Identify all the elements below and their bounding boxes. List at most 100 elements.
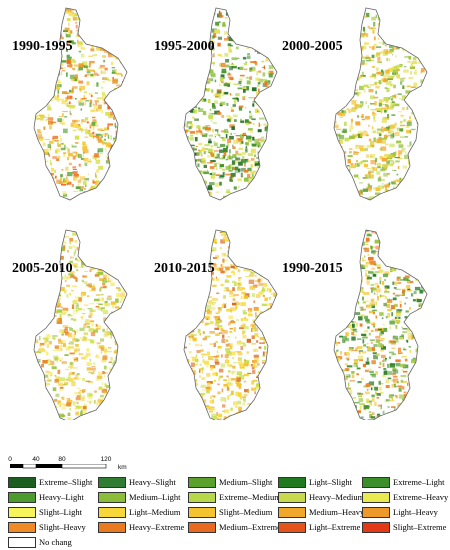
raster-cell xyxy=(189,338,191,341)
raster-cell xyxy=(110,335,112,339)
raster-cell xyxy=(264,89,268,94)
raster-cell xyxy=(406,26,410,31)
raster-cell xyxy=(31,418,33,419)
raster-cell xyxy=(424,393,427,398)
raster-cell xyxy=(118,186,124,190)
raster-cell xyxy=(247,40,252,44)
raster-cell xyxy=(388,160,394,162)
raster-cell xyxy=(258,278,263,282)
raster-cell xyxy=(421,68,425,73)
raster-cell xyxy=(119,415,123,418)
raster-cell xyxy=(350,79,356,82)
raster-cell xyxy=(420,28,424,33)
raster-cell xyxy=(241,151,246,156)
raster-cell xyxy=(263,341,268,343)
raster-cell xyxy=(334,120,337,124)
raster-cell xyxy=(335,175,338,177)
raster-cell xyxy=(371,304,375,309)
raster-cell xyxy=(334,131,335,136)
raster-cell xyxy=(120,164,123,166)
raster-cell xyxy=(190,407,194,409)
raster-cell xyxy=(40,187,43,192)
raster-cell xyxy=(244,196,246,200)
raster-cell xyxy=(395,55,397,58)
raster-cell xyxy=(55,175,57,179)
raster-cell xyxy=(353,33,358,36)
raster-cell xyxy=(38,97,41,100)
raster-cell xyxy=(96,325,102,328)
raster-cell xyxy=(237,153,242,156)
raster-cell xyxy=(34,321,36,325)
raster-cell xyxy=(267,273,271,278)
raster-cell xyxy=(395,362,401,367)
raster-cell xyxy=(334,91,337,93)
raster-cell xyxy=(375,335,381,339)
raster-cell xyxy=(248,314,252,316)
raster-cell xyxy=(423,115,427,118)
raster-cell xyxy=(44,282,50,284)
raster-cell xyxy=(104,375,106,377)
raster-cell xyxy=(391,9,396,14)
raster-cell xyxy=(250,158,255,161)
raster-cell xyxy=(123,286,127,289)
raster-cell xyxy=(108,367,113,372)
raster-cell xyxy=(116,100,119,103)
raster-cell xyxy=(96,82,99,87)
raster-cell xyxy=(71,78,75,81)
raster-cell xyxy=(399,196,403,199)
raster-cell xyxy=(418,42,422,46)
raster-cell xyxy=(343,254,349,259)
raster-cell xyxy=(107,346,112,349)
raster-cell xyxy=(354,105,358,110)
raster-cell xyxy=(198,249,203,252)
raster-cell xyxy=(215,276,218,279)
raster-cell xyxy=(94,390,97,393)
raster-cell xyxy=(407,170,411,174)
raster-cell xyxy=(243,295,249,299)
raster-cell xyxy=(62,67,67,69)
raster-cell xyxy=(57,144,62,147)
raster-cell xyxy=(92,179,95,182)
raster-cell xyxy=(196,178,201,181)
raster-cell xyxy=(393,24,399,28)
raster-cell xyxy=(195,379,198,383)
raster-cell xyxy=(211,49,215,51)
raster-cell xyxy=(278,326,279,330)
raster-cell xyxy=(359,264,364,268)
raster-cell xyxy=(334,8,337,10)
raster-cell xyxy=(261,60,265,63)
raster-cell xyxy=(60,122,65,125)
raster-cell xyxy=(125,250,127,254)
raster-cell xyxy=(186,371,192,376)
raster-cell xyxy=(267,114,274,116)
raster-cell xyxy=(356,160,358,163)
raster-cell xyxy=(98,297,105,302)
raster-cell xyxy=(95,355,100,359)
raster-cell xyxy=(57,142,59,145)
raster-cell xyxy=(369,154,375,159)
raster-cell xyxy=(344,186,348,188)
raster-cell xyxy=(364,391,370,395)
raster-cell xyxy=(396,13,402,16)
map-panel-1990-1995: 1990-1995 xyxy=(12,7,128,201)
raster-cell xyxy=(229,124,235,128)
raster-cell xyxy=(422,134,424,138)
raster-cell xyxy=(263,366,269,369)
raster-cell xyxy=(397,12,401,17)
raster-cell xyxy=(268,70,274,75)
raster-cell xyxy=(214,29,220,34)
raster-cell xyxy=(391,66,396,70)
raster-cell xyxy=(410,71,413,75)
raster-cell xyxy=(355,144,359,149)
raster-cell xyxy=(54,62,57,64)
raster-cell xyxy=(92,54,97,57)
raster-cell xyxy=(262,72,266,77)
raster-cell xyxy=(346,22,352,27)
raster-cell xyxy=(99,287,103,289)
raster-cell xyxy=(124,273,127,276)
raster-cell xyxy=(52,156,57,159)
raster-cell xyxy=(46,24,53,26)
raster-cell xyxy=(72,86,78,89)
raster-cell xyxy=(62,113,64,117)
raster-cell xyxy=(237,418,240,420)
